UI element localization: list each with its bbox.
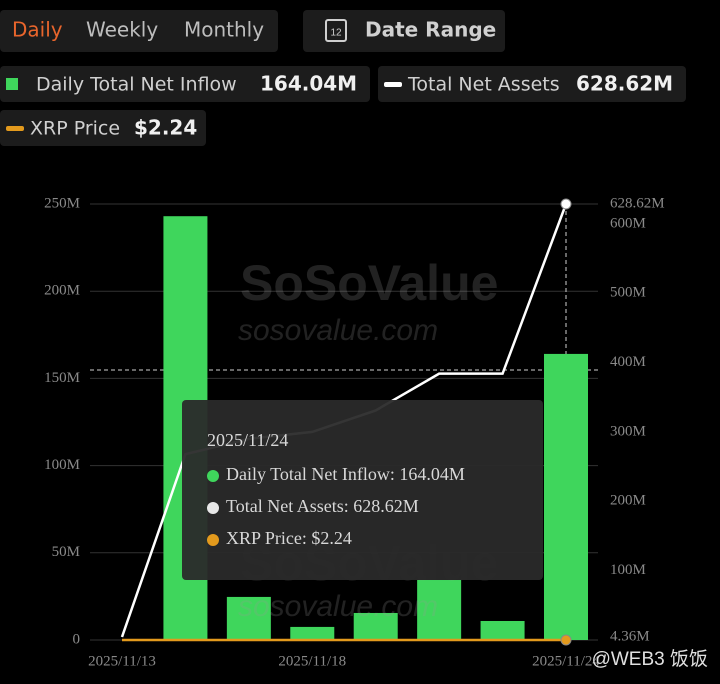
price-point xyxy=(560,634,572,646)
legend-swatch xyxy=(384,82,402,87)
y-tick-label: 150M xyxy=(44,370,80,386)
x-tick-label: 2025/11/18 xyxy=(278,653,346,669)
tooltip: 2025/11/24 Daily Total Net Inflow: 164.0… xyxy=(182,400,543,580)
tooltip-box xyxy=(182,400,543,580)
y2-tick-label: 500M xyxy=(610,285,646,301)
tooltip-dot xyxy=(207,534,219,546)
x-tick-label: 2025/11/13 xyxy=(88,653,156,669)
legend-pill xyxy=(0,110,206,146)
tooltip-dot xyxy=(207,470,219,482)
tab[interactable]: Weekly xyxy=(86,18,158,42)
y2-tick-label: 4.36M xyxy=(610,628,650,644)
legend-pill xyxy=(378,66,686,102)
watermark-text: SoSoValue xyxy=(240,255,498,311)
bar xyxy=(290,626,335,640)
legend-pill xyxy=(0,66,370,102)
bar xyxy=(353,612,398,640)
legend-value: $2.24 xyxy=(134,116,197,140)
legend-label: XRP Price xyxy=(30,118,120,140)
y2-tick-label: 600M xyxy=(610,215,646,231)
tooltip-row: Total Net Assets: 628.62M xyxy=(226,496,419,516)
y-tick-label: 200M xyxy=(44,283,80,299)
y2-tick-label: 100M xyxy=(610,562,646,578)
bar xyxy=(544,353,588,640)
y2-tick-label: 200M xyxy=(610,493,646,509)
bar xyxy=(226,596,271,640)
y-tick-label: 0 xyxy=(73,631,81,647)
watermark-text: sosovalue.com xyxy=(238,590,438,623)
date-range-button[interactable] xyxy=(303,10,505,52)
y2-tick-label: 400M xyxy=(610,354,646,370)
y2-tick-label: 300M xyxy=(610,423,646,439)
x-tick-label: 2025/11/24 xyxy=(532,653,600,669)
tooltip-dot xyxy=(207,502,219,514)
tab-bar xyxy=(0,10,278,52)
y-tick-label: 50M xyxy=(52,544,80,560)
watermark-text: sosovalue.com xyxy=(238,314,438,347)
legend-value: 164.04M xyxy=(260,72,357,96)
credit: @WEB3 饭饭 xyxy=(592,648,708,670)
tooltip-row: XRP Price: $2.24 xyxy=(226,528,352,548)
tooltip-date: 2025/11/24 xyxy=(207,430,288,450)
calendar-icon xyxy=(325,19,347,42)
y2-tick-label: 628.62M xyxy=(610,195,665,211)
tab[interactable]: Daily xyxy=(12,18,63,42)
tooltip-row: Daily Total Net Inflow: 164.04M xyxy=(226,464,465,484)
legend-value: 628.62M xyxy=(576,72,673,96)
calendar-day: 12 xyxy=(330,28,342,39)
date-range-label[interactable]: Date Range xyxy=(365,18,496,42)
bar xyxy=(417,580,462,640)
bar xyxy=(480,620,525,640)
legend-label: Daily Total Net Inflow xyxy=(36,74,237,96)
legend-swatch xyxy=(6,78,18,90)
line-point xyxy=(560,198,572,210)
legend-label: Total Net Assets xyxy=(407,74,560,96)
legend-swatch xyxy=(6,126,24,131)
y-tick-label: 250M xyxy=(44,195,80,211)
tab[interactable]: Monthly xyxy=(184,18,264,42)
y-tick-label: 100M xyxy=(44,457,80,473)
